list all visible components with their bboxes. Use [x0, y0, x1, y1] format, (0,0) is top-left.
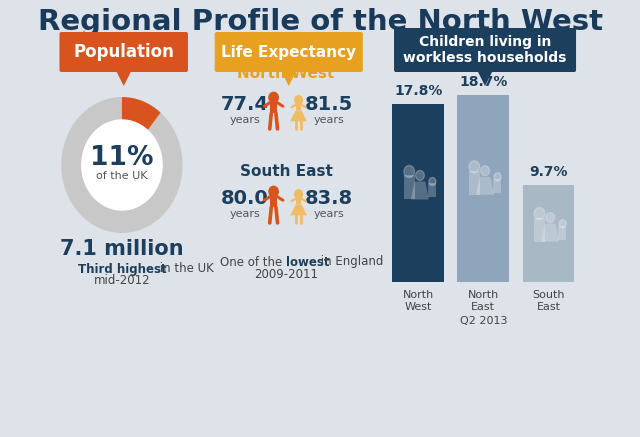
- Wedge shape: [61, 97, 182, 233]
- Text: South East: South East: [239, 164, 333, 180]
- FancyBboxPatch shape: [428, 184, 436, 198]
- Circle shape: [82, 120, 162, 210]
- Circle shape: [534, 208, 545, 219]
- FancyBboxPatch shape: [269, 99, 278, 113]
- Text: years: years: [230, 209, 260, 219]
- Text: in England: in England: [317, 256, 384, 268]
- Text: 83.8: 83.8: [305, 190, 353, 208]
- Text: mid-2012: mid-2012: [93, 274, 150, 287]
- Text: One of the: One of the: [220, 256, 286, 268]
- Text: 9.7%: 9.7%: [529, 165, 568, 179]
- Circle shape: [269, 92, 278, 103]
- Circle shape: [469, 161, 480, 173]
- Polygon shape: [477, 70, 493, 86]
- Circle shape: [415, 170, 424, 180]
- Text: 11%: 11%: [90, 145, 154, 171]
- FancyBboxPatch shape: [269, 193, 278, 207]
- Circle shape: [559, 219, 566, 228]
- Text: 18.7%: 18.7%: [459, 75, 508, 89]
- Text: 17.8%: 17.8%: [394, 84, 442, 98]
- FancyBboxPatch shape: [215, 32, 363, 72]
- Text: 81.5: 81.5: [305, 96, 353, 114]
- Circle shape: [429, 177, 436, 185]
- Text: 77.4: 77.4: [221, 96, 269, 114]
- Polygon shape: [411, 181, 429, 199]
- FancyBboxPatch shape: [458, 95, 509, 282]
- Circle shape: [546, 212, 555, 222]
- FancyBboxPatch shape: [404, 175, 415, 199]
- Circle shape: [295, 190, 303, 198]
- Text: North West: North West: [237, 66, 335, 81]
- Circle shape: [295, 96, 303, 104]
- Circle shape: [269, 186, 278, 197]
- FancyBboxPatch shape: [394, 28, 576, 72]
- Wedge shape: [122, 97, 161, 130]
- Polygon shape: [290, 110, 307, 121]
- Text: South
East: South East: [532, 290, 564, 312]
- Text: Regional Profile of the North West: Regional Profile of the North West: [38, 8, 602, 36]
- Polygon shape: [290, 204, 307, 215]
- Text: North
East: North East: [468, 290, 499, 312]
- Text: 80.0: 80.0: [221, 190, 269, 208]
- Text: years: years: [230, 115, 260, 125]
- Polygon shape: [116, 70, 132, 86]
- FancyBboxPatch shape: [392, 104, 444, 282]
- FancyBboxPatch shape: [469, 171, 480, 195]
- Text: Q2 2013: Q2 2013: [460, 316, 507, 326]
- Text: Population: Population: [74, 43, 174, 61]
- FancyBboxPatch shape: [534, 218, 545, 242]
- Polygon shape: [476, 177, 494, 195]
- Text: 7.1 million: 7.1 million: [60, 239, 184, 259]
- Text: Life Expectancy: Life Expectancy: [221, 45, 356, 59]
- Text: in the UK: in the UK: [156, 263, 214, 275]
- FancyBboxPatch shape: [558, 225, 566, 239]
- Circle shape: [494, 173, 501, 181]
- FancyBboxPatch shape: [60, 32, 188, 72]
- Circle shape: [481, 166, 490, 176]
- Text: of the UK: of the UK: [96, 171, 148, 181]
- Text: years: years: [314, 209, 344, 219]
- Text: years: years: [314, 115, 344, 125]
- Text: lowest: lowest: [286, 256, 330, 268]
- Text: Children living in
workless households: Children living in workless households: [403, 35, 567, 65]
- Polygon shape: [541, 224, 559, 242]
- Polygon shape: [281, 70, 297, 86]
- FancyBboxPatch shape: [296, 102, 301, 110]
- FancyBboxPatch shape: [296, 197, 301, 204]
- Text: North
West: North West: [403, 290, 434, 312]
- Text: Third highest: Third highest: [77, 263, 166, 275]
- FancyBboxPatch shape: [493, 179, 501, 193]
- Text: 2009-2011: 2009-2011: [254, 268, 318, 281]
- FancyBboxPatch shape: [522, 185, 574, 282]
- Circle shape: [404, 166, 415, 177]
